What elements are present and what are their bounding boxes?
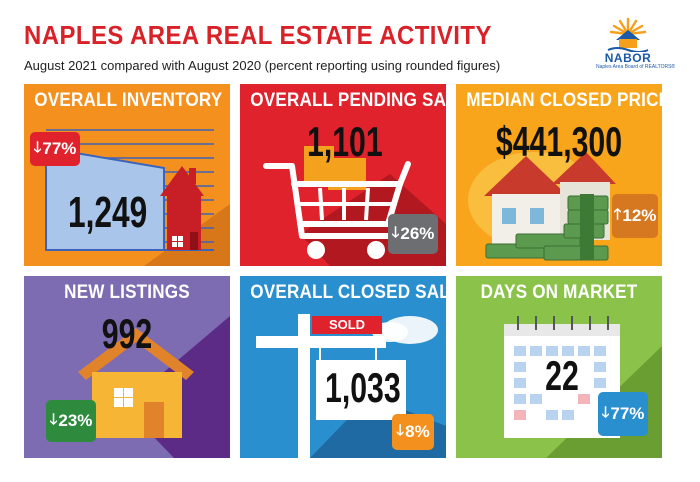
arrow-down-icon: 🡓 [396, 421, 405, 439]
nabor-logo: NABOR Naples Area Board of REALTORS® [596, 16, 676, 78]
tile-new-listings: NEW LISTINGS 992 🡓 23% [24, 276, 230, 458]
logo-name: NABOR [604, 51, 652, 65]
change-badge: 🡓 77% [598, 392, 648, 436]
tile-label: OVERALL CLOSED SALES [250, 282, 446, 303]
arrow-down-icon: 🡓 [49, 410, 58, 428]
house-on-chart-icon [45, 129, 230, 266]
arrow-up-icon: 🡑 [613, 205, 622, 223]
change-value: 12% [622, 206, 657, 225]
change-badge: 🡓 8% [392, 414, 434, 450]
house-icon [78, 316, 230, 458]
tile-label: OVERALL PENDING SALES [250, 90, 446, 111]
change-value: 77% [42, 139, 77, 158]
tile-median-closed-price: MEDIAN CLOSED PRICE $441,300 🡑 12% [456, 84, 662, 266]
metric-value: 1,249 [68, 188, 148, 237]
change-badge: 🡑 12% [612, 194, 658, 238]
arrow-down-icon: 🡓 [391, 223, 400, 241]
sun-house-logo-icon [607, 17, 649, 52]
tile-days-on-market: DAYS ON MARKET 22 🡓 77% [456, 276, 662, 458]
page-title: NAPLES AREA REAL ESTATE ACTIVITY [24, 20, 492, 50]
arrow-down-icon: 🡓 [33, 138, 42, 156]
change-badge: 🡓 23% [46, 400, 96, 442]
tile-label: MEDIAN CLOSED PRICE [466, 90, 662, 111]
metric-value: 992 [101, 310, 153, 357]
house-with-money-icon [468, 152, 616, 261]
tile-label: DAYS ON MARKET [480, 282, 638, 303]
change-value: 77% [610, 404, 645, 423]
metric-value: $441,300 [495, 118, 623, 165]
logo-tagline: Naples Area Board of REALTORS® [596, 64, 676, 70]
change-badge: 🡓 26% [388, 214, 438, 254]
tile-overall-closed-sales: OVERALL CLOSED SALES SOLD 1,033 🡓 8% [240, 276, 446, 458]
metric-value: 1,033 [325, 364, 401, 411]
change-value: 26% [400, 224, 435, 243]
page-subtitle: August 2021 compared with August 2020 (p… [24, 58, 501, 73]
arrow-down-icon: 🡓 [601, 403, 610, 421]
change-badge: 🡓 77% [30, 132, 80, 166]
change-value: 8% [405, 422, 430, 441]
metric-value: 1,101 [307, 118, 383, 165]
tile-overall-inventory: OVERALL INVENTORY 🡓 77% 1,249 [24, 84, 230, 266]
sold-sign-text: SOLD [328, 317, 366, 332]
tile-overall-pending-sales: OVERALL PENDING SALES 1,101 🡓 26% [240, 84, 446, 266]
tile-label: OVERALL INVENTORY [34, 90, 223, 111]
change-value: 23% [58, 411, 93, 430]
tile-label: NEW LISTINGS [64, 282, 190, 303]
metric-value: 22 [545, 352, 579, 399]
